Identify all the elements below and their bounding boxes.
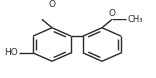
Text: O: O xyxy=(49,0,56,9)
Text: O: O xyxy=(109,9,115,18)
Text: CH₃: CH₃ xyxy=(127,15,142,24)
Text: HO: HO xyxy=(4,48,18,57)
